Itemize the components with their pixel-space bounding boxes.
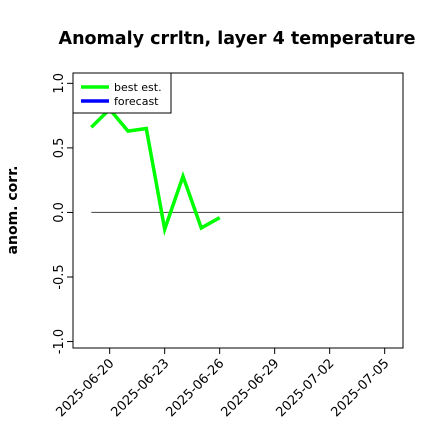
legend: best est. forecast: [72, 72, 172, 114]
chart-title: Anomaly crrltn, layer 4 temperature: [59, 29, 416, 49]
x-tick-label: 2025-06-20: [53, 356, 117, 420]
y-tick-label: 1.0: [52, 73, 67, 94]
x-tick-label: 2025-06-29: [218, 356, 282, 420]
plot-frame: [72, 72, 404, 349]
series-line-best-est-: [90, 106, 221, 237]
x-tick-label: 2025-07-05: [328, 356, 392, 420]
x-tick-label: 2025-06-26: [163, 356, 227, 420]
legend-label-best-est: best est.: [114, 81, 162, 94]
legend-box: [72, 72, 172, 114]
legend-label-forecast: forecast: [114, 95, 159, 108]
y-axis-label: anom. corr.: [5, 166, 21, 255]
x-tick-label: 2025-06-23: [108, 356, 172, 420]
y-tick-label: -1.0: [52, 329, 67, 354]
x-tick-label: 2025-07-02: [273, 356, 337, 420]
y-tick-label: 0.5: [52, 138, 67, 159]
y-tick-label: -0.5: [52, 264, 67, 289]
y-tick-label: 0.0: [52, 202, 67, 223]
